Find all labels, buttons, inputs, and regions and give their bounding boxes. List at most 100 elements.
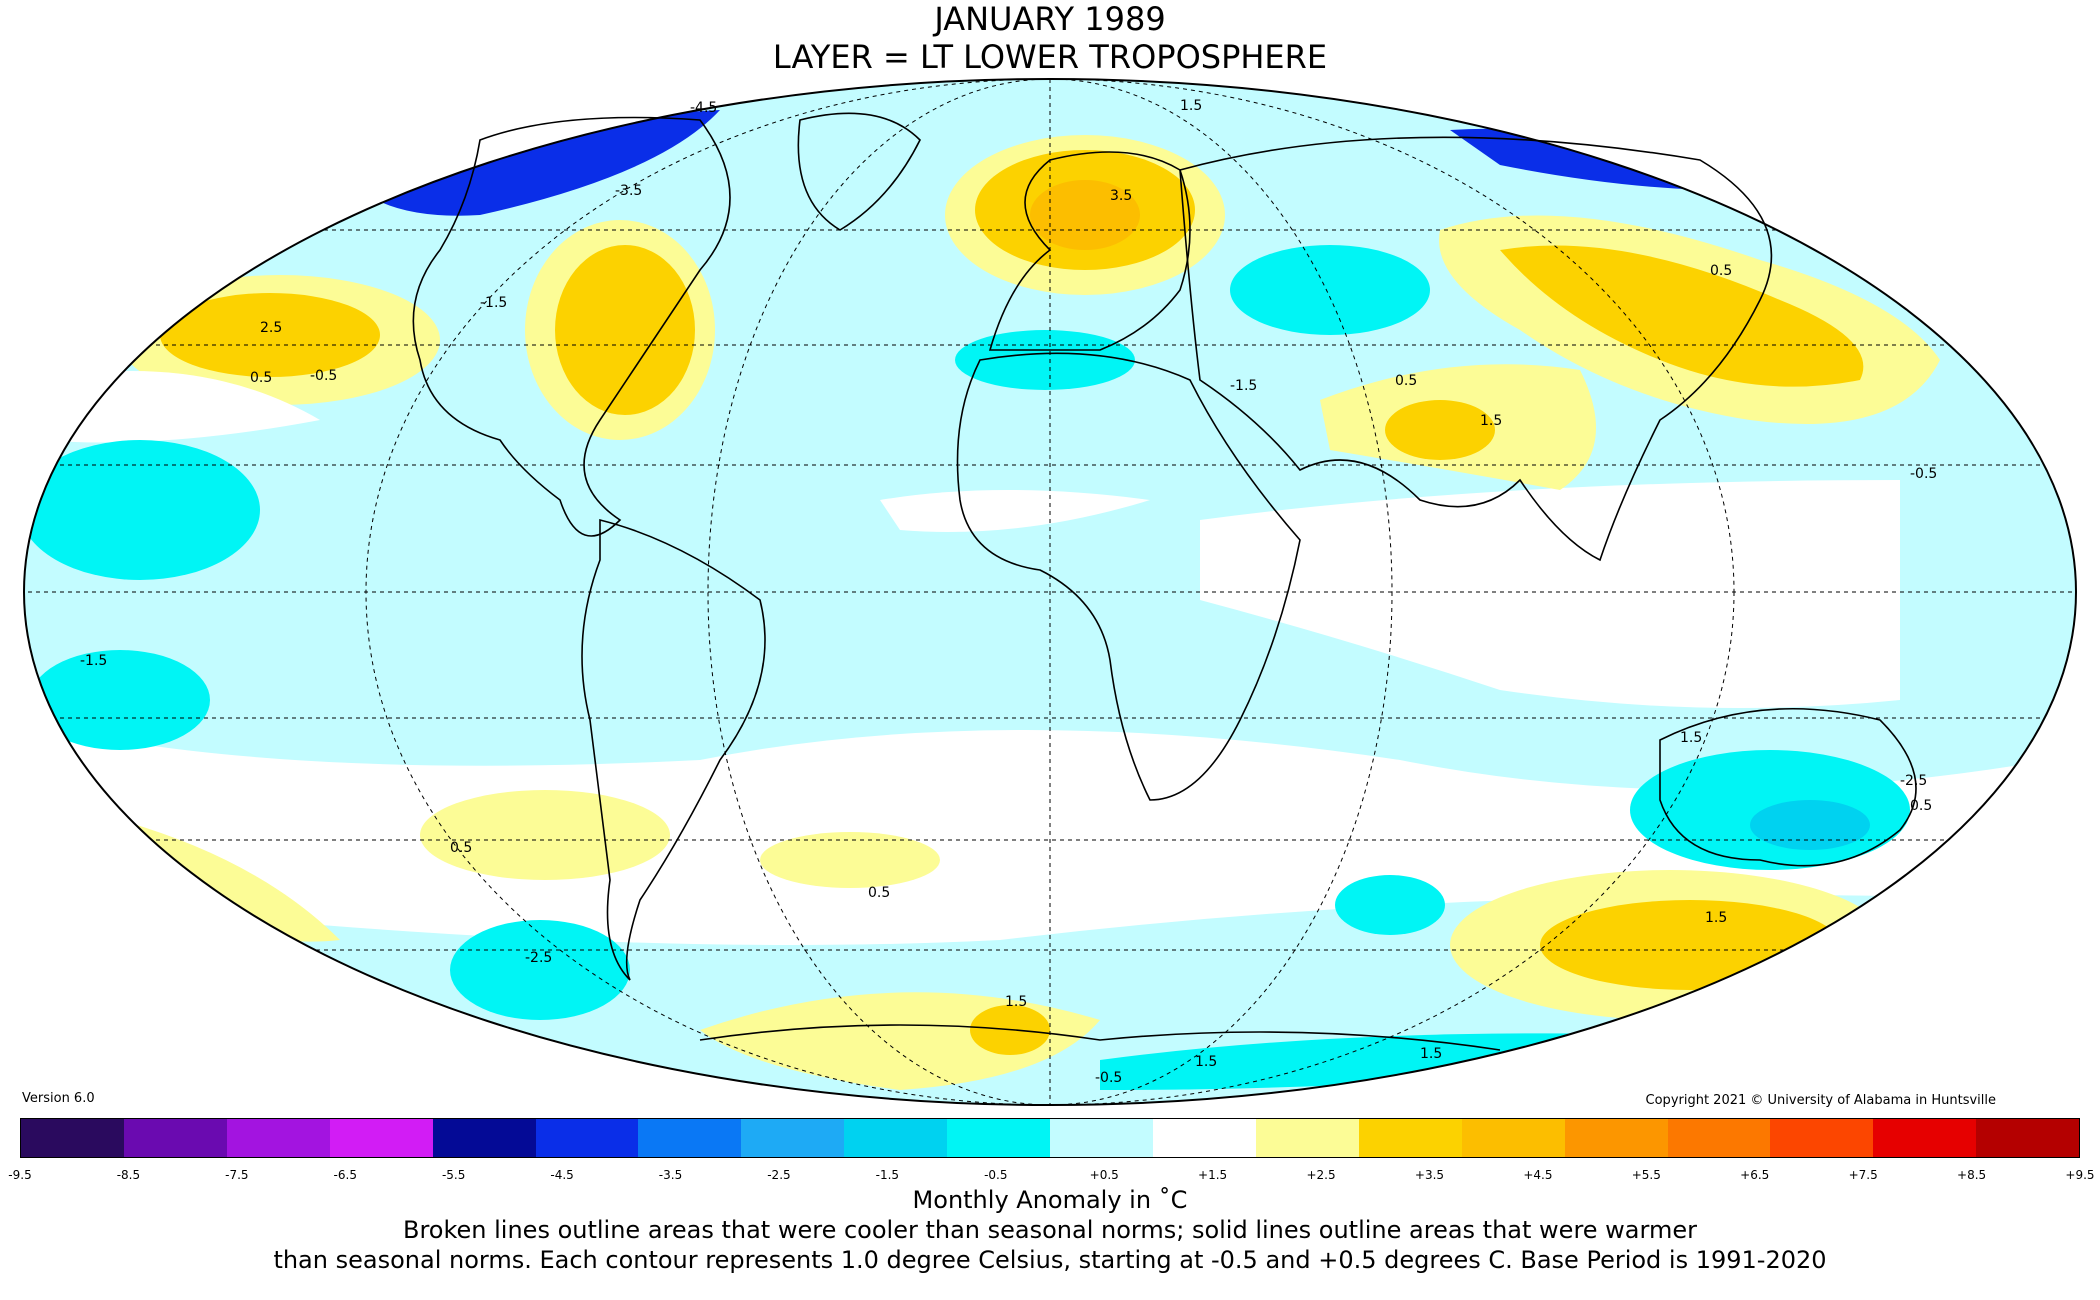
neutral-north-africa [880, 490, 1150, 532]
color-swatch [1255, 1119, 1359, 1157]
colorbar-tick-label: -9.5 [8, 1168, 32, 1182]
colorbar-tick-label: -8.5 [116, 1168, 141, 1182]
contour-label: 0.5 [450, 840, 472, 856]
contour-label: 3.5 [1110, 188, 1132, 204]
cold-central-asia [1230, 245, 1430, 335]
europe-outline [988, 151, 1191, 351]
colorbar-tick-label: -7.5 [225, 1168, 249, 1182]
colorbar-tick-label: +4.5 [1523, 1168, 1553, 1182]
color-swatch [1461, 1119, 1565, 1157]
colorbar-tick-label: -1.5 [875, 1168, 900, 1182]
map-title: JANUARY 1989 [934, 0, 1166, 38]
color-swatch [1358, 1119, 1462, 1157]
cold-australia-core [1750, 800, 1870, 850]
colorbar-tick-label: -2.5 [767, 1168, 791, 1182]
contour-label: -0.5 [1095, 1070, 1122, 1086]
contour-label: -3.5 [615, 183, 642, 199]
color-swatch [844, 1119, 948, 1157]
neutral-indian-pacific [1200, 480, 1900, 708]
warm-europe-core [1030, 180, 1140, 250]
contour-label: 2.5 [260, 320, 282, 336]
color-swatch [638, 1119, 742, 1157]
colorbar-tick-label: +6.5 [1740, 1168, 1770, 1182]
map-border [23, 78, 2077, 1106]
antarctica-outline [699, 1024, 1501, 1051]
cold-south-pacific-west [30, 650, 210, 750]
colorbar-tick-label: -3.5 [658, 1168, 683, 1182]
cold-anomaly-canada [360, 110, 720, 216]
australia-outline [1659, 707, 1917, 867]
north-america-outline [412, 116, 731, 537]
contour-label: -4.5 [690, 100, 717, 116]
color-swatch [1667, 1119, 1771, 1157]
warm-south-pacific [420, 790, 670, 880]
version-label: Version 6.0 [22, 1091, 95, 1106]
color-swatch [1152, 1119, 1256, 1157]
neutral-pacific [40, 371, 320, 443]
color-swatch [741, 1119, 845, 1157]
contour-label: 1.5 [1180, 98, 1202, 114]
contour-label: 1.5 [1005, 994, 1027, 1010]
colorbar-tick-label: -4.5 [550, 1168, 574, 1182]
color-swatch [123, 1119, 227, 1157]
contour-labels: -4.5 -3.5 3.5 2.5 0.5 -0.5 -1.5 1.5 0.5 … [80, 98, 1937, 1086]
contour-label: 1.5 [1195, 1054, 1217, 1070]
colorbar-tick-label: +9.5 [2065, 1168, 2095, 1182]
color-swatch [535, 1119, 639, 1157]
greenland-outline [797, 112, 921, 231]
cold-southern-pacific [450, 920, 630, 1020]
contour-label: -0.5 [310, 368, 337, 384]
cold-south-indian [1335, 875, 1445, 935]
contour-label: 1.5 [1705, 910, 1727, 926]
contour-label: 1.5 [1480, 413, 1502, 429]
color-swatch [329, 1119, 433, 1157]
asia-outline [1179, 136, 1773, 562]
color-scale-bar [20, 1118, 2080, 1158]
contour-label: -2.5 [1900, 773, 1927, 789]
warm-south-atlantic [760, 832, 940, 888]
colorbar-tick-label: -6.5 [333, 1168, 357, 1182]
caption-line-2: than seasonal norms. Each contour repres… [273, 1246, 1827, 1274]
contour-label: -2.5 [525, 950, 552, 966]
cold-central-pacific [24, 440, 260, 580]
color-swatch [947, 1119, 1051, 1157]
contour-label: -0.5 [1910, 466, 1937, 482]
color-swatch [1770, 1119, 1874, 1157]
contour-label: -1.5 [1230, 378, 1257, 394]
warm-eastern-na-core [555, 245, 695, 415]
map-fill-layer [24, 79, 2076, 1105]
colorbar-caption-title: Monthly Anomaly in ˚C [912, 1186, 1188, 1214]
color-swatch [1564, 1119, 1668, 1157]
map-subtitle: LAYER = LT LOWER TROPOSPHERE [772, 38, 1328, 76]
contour-label: 0.5 [1910, 798, 1932, 814]
caption-line-1: Broken lines outline areas that were coo… [403, 1216, 1697, 1244]
color-swatch [1050, 1119, 1153, 1157]
colorbar-tick-label: +5.5 [1631, 1168, 1661, 1182]
colorbar-tick-label: -5.5 [441, 1168, 466, 1182]
anomaly-map: -4.5 -3.5 3.5 2.5 0.5 -0.5 -1.5 1.5 0.5 … [23, 78, 2077, 1106]
colorbar-tick-label: +2.5 [1306, 1168, 1336, 1182]
color-swatch [432, 1119, 536, 1157]
color-swatch [1976, 1119, 2080, 1157]
contour-label: 0.5 [1710, 263, 1732, 279]
color-swatch [1873, 1119, 1977, 1157]
colorbar-tick-label: +8.5 [1957, 1168, 1987, 1182]
colorbar-tick-label: +7.5 [1848, 1168, 1878, 1182]
contour-label: -1.5 [480, 295, 507, 311]
africa-outline [956, 352, 1301, 801]
coastlines [412, 112, 1917, 1051]
color-scale-ticks: -9.5 -8.5 -7.5 -6.5 -5.5 -4.5 -3.5 -2.5 -1.5 -0.5… [8, 1168, 2094, 1188]
south-america-outline [581, 518, 766, 981]
contour-label: -1.5 [80, 653, 107, 669]
warm-north-pacific-core [160, 293, 380, 377]
colorbar-tick-label: -0.5 [984, 1168, 1008, 1182]
contour-label: 0.5 [868, 885, 890, 901]
color-swatch [21, 1119, 124, 1157]
colorbar-tick-label: +3.5 [1414, 1168, 1445, 1182]
colorbar-tick-label: +1.5 [1198, 1168, 1228, 1182]
contour-label: 1.5 [1420, 1046, 1442, 1062]
warm-south-asia-core [1385, 400, 1495, 460]
color-swatch [226, 1119, 330, 1157]
copyright-label: Copyright 2021 © University of Alabama i… [1645, 1093, 1996, 1108]
contour-label: 1.5 [1680, 730, 1702, 746]
